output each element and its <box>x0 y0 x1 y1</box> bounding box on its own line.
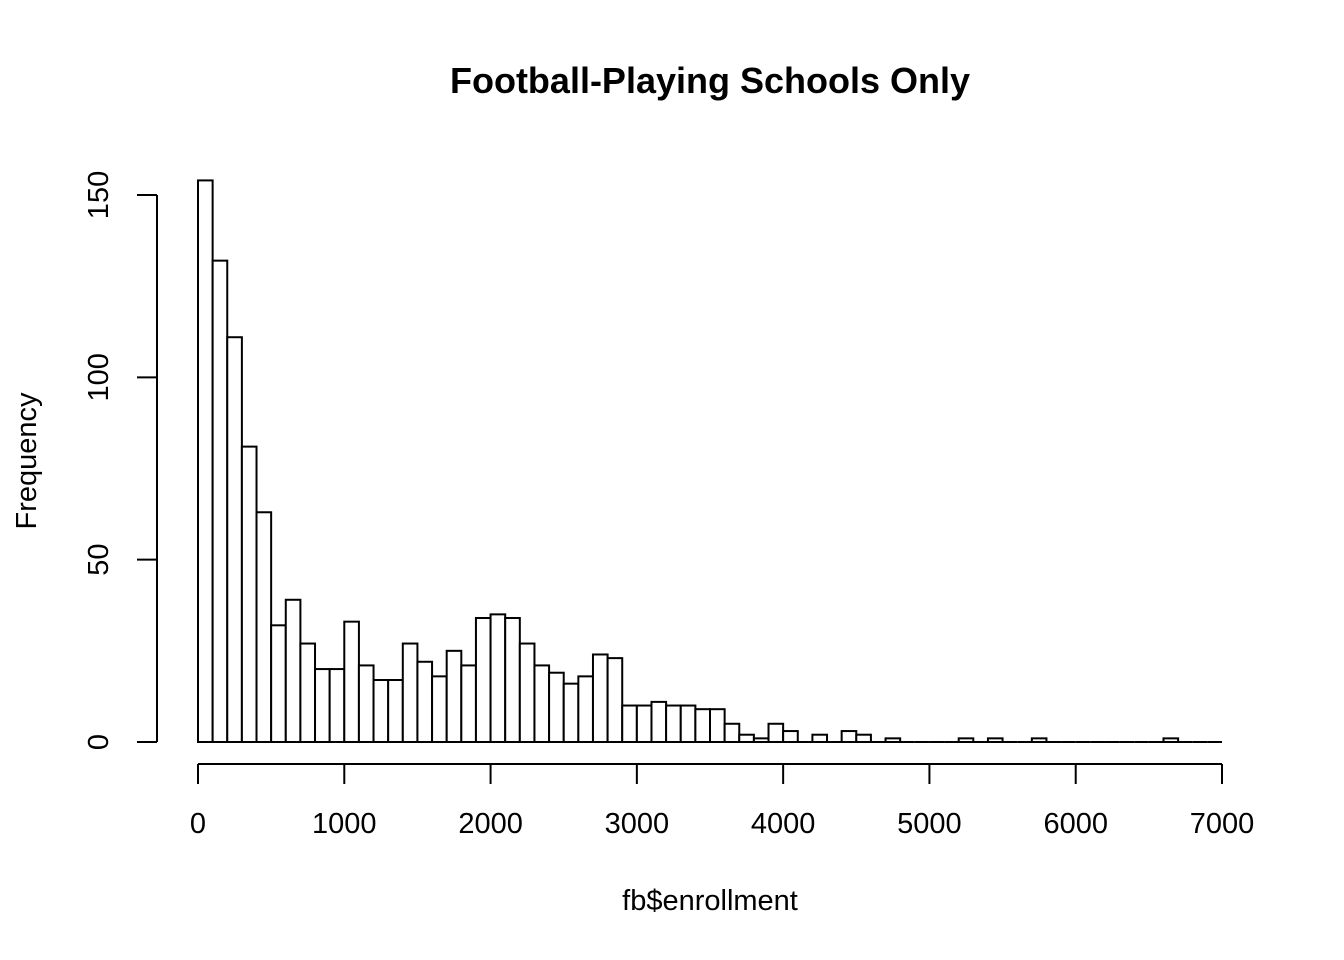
histogram-bar <box>416 660 434 743</box>
x-axis-label: fb$enrollment <box>622 885 798 917</box>
histogram-bar <box>591 653 609 743</box>
x-tick-label: 0 <box>190 808 206 840</box>
histogram-bar <box>723 722 741 743</box>
histogram-bar <box>474 617 492 743</box>
histogram-bar <box>738 733 755 743</box>
histogram-bar <box>577 675 594 743</box>
histogram-bar <box>635 704 653 743</box>
histogram-bar <box>855 733 872 743</box>
bars-group <box>197 179 1222 744</box>
histogram-bar <box>679 704 697 743</box>
histogram-bar <box>782 730 799 743</box>
histogram-bar <box>255 511 273 744</box>
histogram-bar <box>621 704 638 743</box>
histogram-bar <box>518 642 536 743</box>
histogram-bar <box>986 737 1004 743</box>
histogram-bar <box>284 598 302 744</box>
histogram-bar <box>270 624 287 743</box>
histogram-bar <box>650 700 668 743</box>
y-axis-label: Frequency <box>11 392 43 530</box>
y-tick-label: 50 <box>83 544 115 576</box>
histogram-bar <box>299 642 317 743</box>
x-axis: 0 1000 2000 3000 4000 5000 6000 7000 <box>190 763 1255 840</box>
histogram-bar <box>665 704 682 743</box>
y-tick-label: 100 <box>83 353 115 401</box>
histogram-bar <box>957 737 975 743</box>
histogram-bar <box>694 708 711 743</box>
histogram-bar <box>489 613 507 743</box>
histogram-bar <box>606 657 624 743</box>
histogram-bar <box>562 682 580 743</box>
x-tick-label: 6000 <box>1043 808 1108 840</box>
y-tick-label: 150 <box>83 171 115 219</box>
histogram-bar <box>314 668 331 743</box>
histogram-bar <box>431 675 448 743</box>
x-tick-label: 4000 <box>751 808 816 840</box>
x-tick-label: 3000 <box>605 808 670 840</box>
histogram-bar <box>533 664 551 743</box>
histogram-bar <box>504 617 521 743</box>
histogram-bar <box>372 679 390 743</box>
histogram-bar <box>811 733 829 743</box>
x-tick-label: 2000 <box>458 808 523 840</box>
histogram-bar <box>884 737 902 743</box>
histogram-bar <box>709 708 726 743</box>
histogram-bar <box>1030 737 1048 743</box>
x-tick-label: 5000 <box>897 808 962 840</box>
histogram-bar <box>767 722 785 743</box>
histogram-bar <box>197 179 214 743</box>
x-tick-label: 7000 <box>1190 808 1255 840</box>
y-tick-label: 0 <box>83 734 115 750</box>
histogram-bar <box>328 668 346 743</box>
histogram-bar <box>401 642 419 743</box>
histogram-bar <box>840 730 858 743</box>
histogram-bar <box>226 336 243 743</box>
histogram-bar <box>357 664 375 743</box>
x-tick-label: 1000 <box>312 808 377 840</box>
histogram-bar <box>1162 737 1180 743</box>
histogram-bar <box>548 671 565 743</box>
histogram-bar <box>240 445 258 743</box>
histogram-bar <box>460 664 477 743</box>
histogram-bar <box>211 259 229 743</box>
chart-title: Football-Playing Schools Only <box>450 60 970 101</box>
histogram-bar <box>343 620 360 743</box>
histogram-bar <box>752 737 770 743</box>
histogram-bar <box>445 649 463 743</box>
histogram-bar <box>387 679 404 743</box>
y-axis: 0 50 100 150 <box>83 171 158 750</box>
